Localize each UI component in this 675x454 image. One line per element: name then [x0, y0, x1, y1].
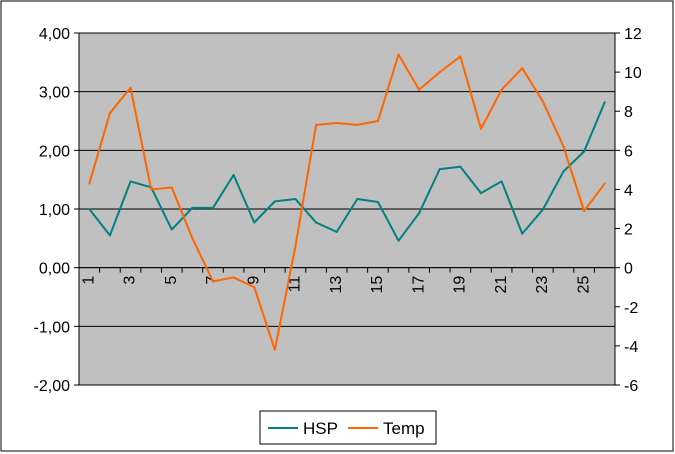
- x-tick-label: 9: [245, 276, 262, 285]
- data-point-temp: [480, 127, 482, 130]
- data-point-temp: [583, 209, 586, 212]
- x-tick-label: 17: [410, 276, 427, 294]
- x-tick-label: 23: [534, 276, 551, 294]
- data-point-hsp: [232, 173, 235, 176]
- right-tick-label: 4: [624, 182, 633, 199]
- data-point-temp: [108, 112, 111, 115]
- data-point-temp: [459, 55, 462, 58]
- data-point-hsp: [294, 198, 297, 201]
- left-tick-label: 4,00: [39, 26, 70, 43]
- data-point-hsp: [397, 239, 400, 242]
- x-tick-label: 25: [575, 276, 592, 294]
- data-point-hsp: [170, 228, 173, 231]
- right-tick-label: 8: [624, 104, 633, 121]
- x-tick-label: 15: [369, 276, 386, 294]
- data-point-hsp: [212, 206, 214, 209]
- legend-label-hsp: HSP: [303, 419, 338, 438]
- data-point-temp: [500, 88, 503, 91]
- right-tick-label: 0: [624, 261, 633, 278]
- data-point-temp: [521, 67, 524, 70]
- right-tick-label: 10: [624, 65, 642, 82]
- left-tick-label: -1,00: [34, 319, 71, 336]
- data-point-temp: [232, 276, 235, 279]
- left-axis-ticks: 4,00 3,00 2,00 1,00 0,00 -1,00 -2,00: [34, 26, 79, 395]
- data-point-temp: [335, 121, 338, 124]
- series-layer: [88, 53, 606, 351]
- left-tick-label: 2,00: [39, 143, 70, 160]
- x-tick-label: 1: [81, 276, 98, 285]
- right-tick-label: -4: [624, 339, 638, 356]
- data-point-hsp: [603, 101, 606, 104]
- data-point-temp: [170, 186, 173, 189]
- right-tick-label: 2: [624, 222, 633, 239]
- data-point-temp: [129, 86, 132, 89]
- left-tick-label: 1,00: [39, 202, 70, 219]
- data-point-hsp: [273, 200, 276, 203]
- x-tick-label: 21: [493, 276, 510, 294]
- data-point-temp: [212, 280, 214, 283]
- data-point-hsp: [315, 221, 318, 224]
- legend-label-temp: Temp: [383, 419, 425, 438]
- data-point-temp: [253, 286, 256, 289]
- data-point-hsp: [356, 198, 359, 201]
- data-point-temp: [397, 53, 400, 56]
- data-point-hsp: [191, 206, 194, 209]
- right-tick-label: 12: [624, 26, 642, 43]
- data-point-hsp: [129, 180, 132, 183]
- data-point-temp: [315, 123, 318, 126]
- series-line-hsp: [88, 101, 606, 242]
- data-point-temp: [562, 145, 565, 148]
- data-point-hsp: [541, 208, 544, 211]
- data-point-hsp: [459, 165, 462, 168]
- data-point-temp: [438, 71, 441, 74]
- x-tick-label: 13: [328, 276, 345, 294]
- data-point-hsp: [418, 212, 421, 215]
- data-point-temp: [541, 100, 544, 103]
- data-point-hsp: [335, 230, 338, 233]
- data-point-hsp: [88, 208, 91, 210]
- x-tick-label: 19: [452, 276, 469, 294]
- data-point-hsp: [583, 150, 586, 153]
- data-point-temp: [603, 182, 606, 185]
- x-tick-label: 11: [287, 276, 304, 293]
- data-point-temp: [191, 237, 194, 240]
- right-axis-ticks: 12 10 8 6 4 2 0 -2 -4 -6: [615, 26, 642, 395]
- right-tick-label: -2: [624, 300, 638, 317]
- legend: HSP Temp: [259, 410, 437, 445]
- data-point-temp: [418, 88, 421, 91]
- data-point-hsp: [562, 170, 565, 173]
- data-point-temp: [356, 123, 359, 126]
- data-point-hsp: [500, 180, 503, 183]
- left-tick-label: 0,00: [39, 261, 70, 278]
- data-point-temp: [273, 348, 276, 351]
- data-point-temp: [150, 188, 153, 191]
- x-tick-label: 3: [122, 276, 139, 285]
- data-point-temp: [376, 120, 379, 122]
- data-point-hsp: [480, 192, 482, 195]
- gridlines: [79, 32, 615, 386]
- data-point-temp: [88, 182, 91, 185]
- data-point-temp: [294, 245, 297, 248]
- data-point-hsp: [438, 168, 441, 171]
- left-tick-label: -2,00: [34, 378, 71, 395]
- right-tick-label: -6: [624, 378, 638, 395]
- data-point-hsp: [108, 234, 111, 237]
- right-tick-label: 6: [624, 143, 633, 160]
- x-tick-label: 5: [163, 276, 180, 285]
- left-tick-label: 3,00: [39, 85, 70, 102]
- data-point-hsp: [521, 232, 524, 235]
- data-point-hsp: [253, 221, 256, 224]
- data-point-hsp: [376, 200, 379, 203]
- series-line-temp: [88, 53, 606, 351]
